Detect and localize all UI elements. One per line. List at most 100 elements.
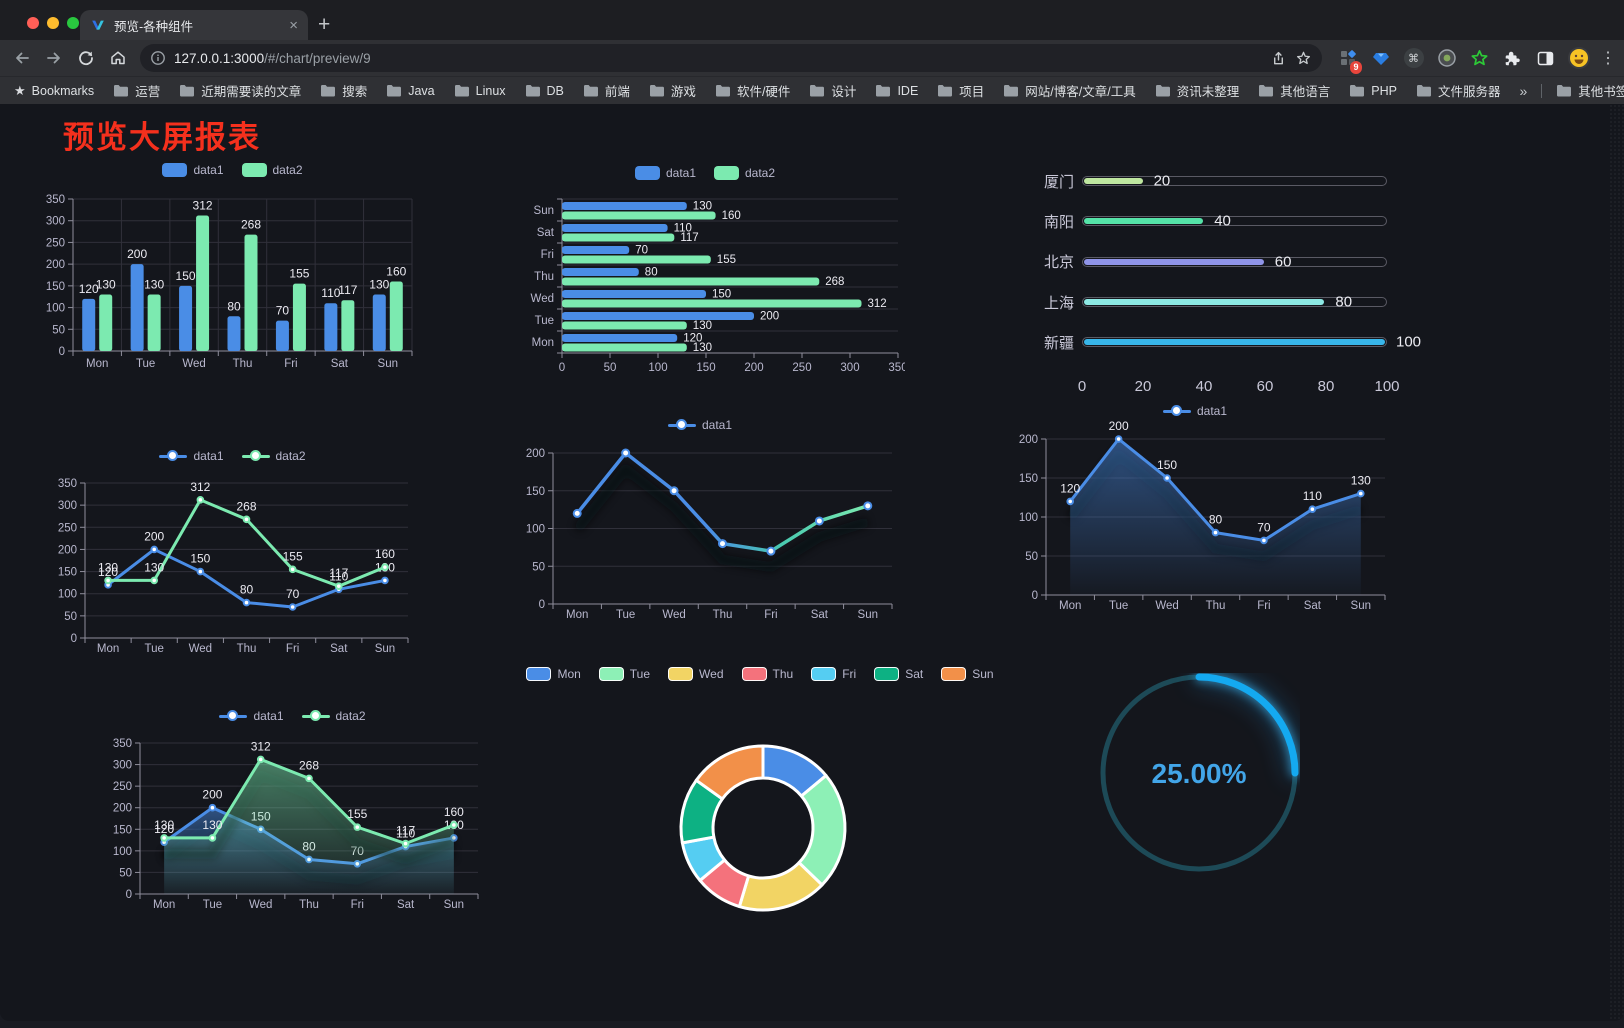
- bookmark-folder[interactable]: 软件/硬件: [715, 81, 790, 100]
- hbar-data2-Thu: [562, 277, 820, 286]
- bookmark-folder[interactable]: PHP: [1349, 81, 1397, 100]
- bookmark-folder[interactable]: 项目: [937, 81, 984, 100]
- browser-tab[interactable]: 预览-各种组件 ×: [80, 10, 308, 40]
- legend-item-data1[interactable]: data1: [667, 418, 732, 432]
- close-window-button[interactable]: [27, 17, 39, 29]
- bookmark-folder[interactable]: 搜索: [320, 81, 367, 100]
- progress-rows: 厦门 20 南阳 40 北京 60 上海 80 新疆 100: [1040, 161, 1430, 362]
- bookmark-folder[interactable]: 网站/博客/文章/工具: [1003, 81, 1136, 100]
- pie-slice-Sun[interactable]: [694, 744, 765, 801]
- legend-item-data2[interactable]: data2: [714, 166, 775, 180]
- legend-item-data2[interactable]: data2: [241, 449, 306, 463]
- point-data1-Wed: [196, 567, 205, 576]
- back-button[interactable]: [8, 44, 36, 72]
- point-data2-Thu: [305, 774, 313, 783]
- address-bar[interactable]: 127.0.0.1:3000/#/chart/preview/9: [140, 44, 1322, 72]
- legend-item-data1[interactable]: data1: [162, 163, 224, 177]
- gem-extension-icon[interactable]: [1367, 45, 1394, 72]
- side-panel-button[interactable]: [1532, 45, 1559, 72]
- svg-text:Sat: Sat: [397, 899, 415, 911]
- bookmarks-root[interactable]: ★ Bookmarks: [14, 83, 94, 99]
- grid-extension-icon[interactable]: 9: [1334, 45, 1362, 74]
- bookmark-folder[interactable]: DB: [525, 81, 564, 100]
- page-info-icon[interactable]: [150, 50, 166, 66]
- svg-text:160: 160: [375, 547, 395, 561]
- legend-item-Sat[interactable]: Sat: [874, 667, 923, 681]
- proxy-extension-icon[interactable]: [1433, 45, 1460, 72]
- legend-swatch: [668, 667, 694, 681]
- bookmark-folder[interactable]: 设计: [809, 81, 856, 100]
- legend-item-data1[interactable]: data1: [634, 166, 696, 180]
- donut-chart: Mon Tue Wed Thu Fri Sat Sun: [526, 661, 994, 923]
- url-text[interactable]: 127.0.0.1:3000/#/chart/preview/9: [174, 51, 1262, 66]
- svg-text:Sun: Sun: [444, 899, 464, 911]
- extensions-puzzle-button[interactable]: [1499, 45, 1526, 72]
- svg-text:70: 70: [286, 587, 300, 601]
- zoom-window-button[interactable]: [67, 17, 79, 29]
- bookmark-folder[interactable]: IDE: [875, 81, 918, 100]
- svg-text:Tue: Tue: [616, 609, 635, 621]
- point-data1-Tue: [208, 803, 217, 812]
- legend-item-Fri[interactable]: Fri: [811, 667, 856, 681]
- hbar-data1-Thu: [562, 268, 639, 276]
- bookmark-folder-label: 资讯未整理: [1176, 85, 1240, 99]
- legend-item-data2[interactable]: data2: [301, 709, 366, 723]
- chart-legend: data1 data2: [40, 163, 425, 177]
- command-extension-icon[interactable]: ⌘: [1400, 45, 1427, 72]
- svg-text:268: 268: [299, 758, 319, 772]
- axis-tick-label: 80: [1317, 378, 1335, 396]
- bookmark-folder[interactable]: 近期需要读的文章: [179, 81, 301, 100]
- tab-favicon-icon: [92, 20, 104, 30]
- page-title: 预览大屏报表: [63, 120, 261, 155]
- svg-text:117: 117: [680, 232, 698, 244]
- bookmark-folder[interactable]: Java: [386, 81, 435, 100]
- other-bookmarks-folder[interactable]: 其他书签: [1556, 81, 1624, 100]
- tab-close-icon[interactable]: ×: [289, 16, 298, 34]
- legend-item-data1[interactable]: data1: [159, 449, 224, 463]
- svg-text:80: 80: [1209, 513, 1223, 527]
- bar-data1-Sun: [372, 294, 386, 351]
- bookmark-folder[interactable]: 文件服务器: [1416, 81, 1501, 100]
- browser-menu-button[interactable]: ⋮: [1600, 50, 1616, 67]
- legend-item-Wed[interactable]: Wed: [668, 667, 724, 681]
- legend-item-data1[interactable]: data1: [1162, 404, 1227, 418]
- grouped-bar-chart-svg: 0 50 100 150 200 250 300 350 Mon Tue Wed Thu Fri Sat S…: [46, 194, 413, 370]
- bookmark-folder[interactable]: 前端: [583, 81, 630, 100]
- chart-legend: data1 data2: [505, 166, 905, 180]
- profile-avatar[interactable]: [1565, 45, 1592, 72]
- folder-icon: [876, 85, 891, 97]
- svg-text:Tue: Tue: [1109, 600, 1128, 612]
- bookmark-folder[interactable]: 游戏: [649, 81, 696, 100]
- area-line-chart: data1 0 50 100 150 200 Mon Tue Wed Thu Fri Sat Sun 12…: [995, 399, 1395, 623]
- reload-button[interactable]: [72, 44, 100, 72]
- share-icon[interactable]: [1270, 50, 1287, 67]
- legend-item-data1[interactable]: data1: [219, 709, 284, 723]
- bookmark-folder[interactable]: Linux: [454, 81, 506, 100]
- forward-button[interactable]: [40, 44, 68, 72]
- bookmark-folder-label: 文件服务器: [1437, 85, 1501, 99]
- star-extension-icon[interactable]: [1466, 45, 1493, 72]
- svg-text:350: 350: [113, 738, 132, 750]
- bookmarks-overflow-icon[interactable]: »: [1519, 82, 1528, 99]
- home-button[interactable]: [104, 44, 132, 72]
- svg-text:Mon: Mon: [566, 609, 588, 621]
- minimize-window-button[interactable]: [47, 17, 59, 29]
- legend-item-Mon[interactable]: Mon: [526, 667, 581, 681]
- legend-label: data1: [665, 166, 696, 180]
- legend-item-Sun[interactable]: Sun: [941, 667, 994, 681]
- legend-item-data2[interactable]: data2: [241, 163, 303, 177]
- bookmark-folder[interactable]: 运营: [113, 81, 160, 100]
- bookmark-folder[interactable]: 其他语言: [1258, 81, 1330, 100]
- legend-item-Tue[interactable]: Tue: [598, 667, 650, 681]
- point-data2-Sat: [401, 839, 410, 848]
- legend-item-Thu[interactable]: Thu: [741, 667, 793, 681]
- svg-text:Wed: Wed: [1155, 600, 1178, 612]
- bookmark-star-icon[interactable]: [1295, 50, 1312, 67]
- point-data1-Fri: [288, 603, 297, 611]
- folder-icon: [1004, 85, 1019, 97]
- bookmark-folder-label: 其他语言: [1280, 85, 1331, 99]
- svg-text:268: 268: [241, 218, 261, 232]
- bookmark-folder[interactable]: 资讯未整理: [1155, 81, 1240, 100]
- svg-text:150: 150: [526, 486, 545, 498]
- new-tab-button[interactable]: +: [318, 13, 331, 36]
